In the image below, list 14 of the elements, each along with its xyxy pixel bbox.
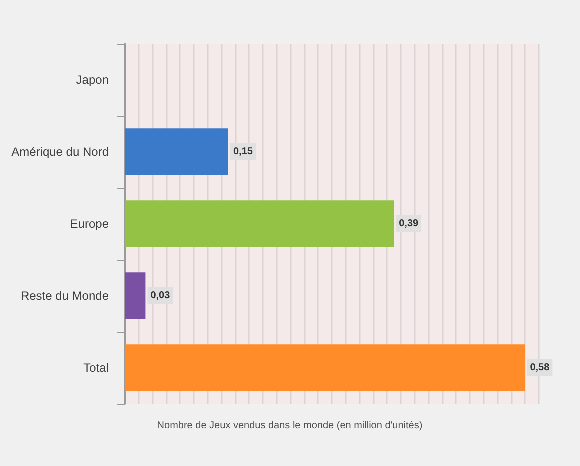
bar [125,344,526,392]
data-label: 0,03 [150,290,171,302]
bar [125,200,394,248]
data-label: 0,15 [234,146,254,158]
y-tick-label: Reste du Monde [20,289,110,303]
data-label: 0,58 [530,362,550,374]
y-tick-label: Europe [70,217,110,231]
y-tick-label: Amérique du Nord [12,145,109,159]
y-tick-label: Total [84,361,109,375]
data-label: 0,39 [399,218,419,230]
x-axis-title: Nombre de Jeux vendus dans le monde (en million d'unités) [157,420,423,432]
bar [125,128,228,176]
y-tick-label: Japon [76,73,109,87]
bar [125,272,146,320]
